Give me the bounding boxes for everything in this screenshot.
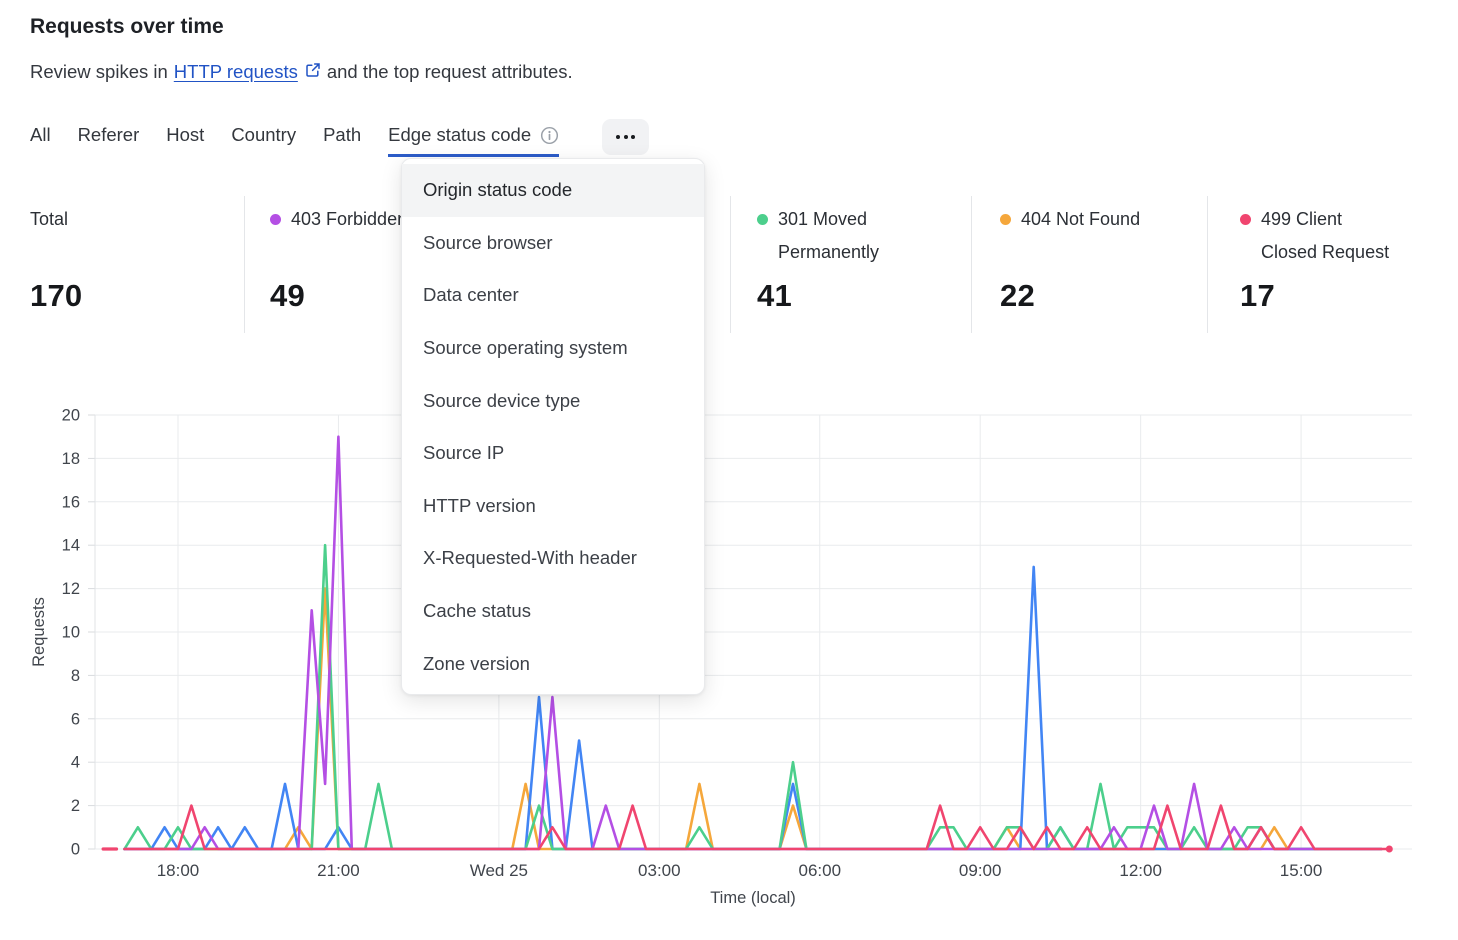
legend-dot-499	[1240, 214, 1251, 225]
requests-chart: 0 2 4 6 8 10 12 14 16 18 20 18:00 21:00 Wed 25 03:00 06…	[30, 407, 1412, 907]
menu-item-source-browser[interactable]: Source browser	[423, 231, 553, 253]
menu-item-origin-status-code[interactable]: Origin status code	[402, 164, 704, 217]
y-tick-label: 6	[71, 710, 80, 728]
x-tick-label: 06:00	[798, 861, 841, 880]
info-icon[interactable]	[540, 126, 559, 145]
y-tick-label: 16	[62, 493, 80, 511]
legend-dot-403	[270, 214, 281, 225]
y-tick-label: 12	[62, 580, 80, 598]
y-tick-label: 4	[71, 754, 80, 772]
external-link-icon[interactable]	[305, 61, 321, 83]
menu-item-cache-status[interactable]: Cache status	[423, 600, 531, 622]
x-tick-label: 18:00	[157, 861, 200, 880]
page-title: Requests over time	[30, 15, 224, 38]
stat-divider	[244, 196, 245, 333]
y-tick-label: 14	[62, 537, 80, 555]
y-tick-label: 10	[62, 624, 80, 642]
x-tick-label: Wed 25	[470, 861, 528, 880]
page-subtitle: Review spikes in HTTP requests and the t…	[30, 61, 573, 83]
stat-404-label: 404 Not Found	[1021, 209, 1141, 229]
y-tick-label: 0	[71, 841, 80, 859]
series-line-red	[123, 804, 1391, 851]
stat-499-label: 499 Client Closed Request	[1261, 209, 1390, 262]
stat-divider	[730, 196, 731, 333]
stat-403-forbidden: 403 Forbidden 49	[270, 203, 430, 314]
menu-item-zone-version[interactable]: Zone version	[423, 652, 530, 674]
series-end-dot-red	[1385, 845, 1393, 853]
x-tick-label: 12:00	[1119, 861, 1162, 880]
menu-item-source-ip[interactable]: Source IP	[423, 442, 505, 464]
series-line-green	[123, 543, 1383, 851]
stat-total: Total 170	[30, 203, 190, 314]
menu-item-data-center[interactable]: Data center	[423, 284, 519, 306]
legend-dot-404	[1000, 214, 1011, 225]
x-tick-label: 21:00	[317, 861, 360, 880]
breakdown-tabs: All Referer Host Country Path Edge statu…	[30, 119, 650, 157]
tab-all[interactable]: All	[30, 124, 51, 145]
x-axis-title: Time (local)	[710, 889, 796, 907]
stat-301-value: 41	[757, 278, 792, 313]
menu-item-x-requested-with-header[interactable]: X-Requested-With header	[423, 547, 637, 569]
stat-divider	[1207, 196, 1208, 333]
tab-host[interactable]: Host	[166, 124, 205, 145]
more-attributes-button[interactable]	[602, 119, 650, 155]
stat-divider	[971, 196, 972, 333]
stat-total-value: 170	[30, 278, 83, 313]
y-tick-label: 18	[62, 450, 80, 468]
subtitle-text-prefix: Review spikes in	[30, 61, 168, 82]
stat-301-moved-permanently: 301 Moved Permanently 41	[757, 203, 917, 314]
attribute-dropdown-menu: Origin status code Source browser Data c…	[401, 158, 705, 695]
tab-edge-status-code-label: Edge status code	[388, 124, 532, 145]
stat-403-value: 49	[270, 278, 305, 313]
legend-dot-301	[757, 214, 768, 225]
stat-404-not-found: 404 Not Found 22	[1000, 203, 1160, 314]
tab-path[interactable]: Path	[323, 124, 362, 145]
stat-403-label: 403 Forbidden	[291, 209, 408, 229]
http-requests-link[interactable]: HTTP requests	[173, 61, 298, 82]
stat-301-label: 301 Moved Permanently	[778, 209, 880, 262]
y-axis-title: Requests	[30, 597, 48, 667]
y-tick-label: 2	[71, 797, 80, 815]
menu-item-source-device-type[interactable]: Source device type	[423, 389, 581, 411]
x-tick-label: 15:00	[1280, 861, 1323, 880]
tab-country[interactable]: Country	[231, 124, 297, 145]
ellipsis-icon	[615, 134, 621, 140]
y-tick-label: 20	[62, 407, 80, 425]
x-tick-label: 09:00	[959, 861, 1002, 880]
tab-edge-status-code[interactable]: Edge status code	[388, 124, 560, 157]
tab-referer[interactable]: Referer	[77, 124, 140, 145]
stat-499-client-closed-request: 499 Client Closed Request 17	[1240, 203, 1400, 314]
y-tick-label: 8	[71, 667, 80, 685]
x-tick-label: 03:00	[638, 861, 681, 880]
series-line-purple	[123, 435, 1383, 851]
stat-total-label: Total	[30, 209, 69, 229]
stat-404-value: 22	[1000, 278, 1035, 313]
subtitle-text-suffix: and the top request attributes.	[326, 61, 573, 82]
menu-item-source-operating-system[interactable]: Source operating system	[423, 337, 628, 359]
stat-499-value: 17	[1240, 278, 1275, 313]
menu-item-http-version[interactable]: HTTP version	[423, 494, 536, 516]
